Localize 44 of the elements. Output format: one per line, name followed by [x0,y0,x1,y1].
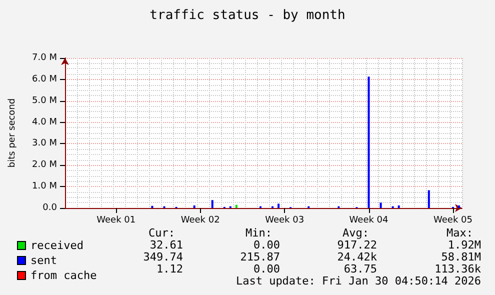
text: 24.42k [337,250,378,264]
text: Max: [446,226,473,240]
text: 0.00 [254,238,280,252]
x-tick-label: Week 02 [180,216,220,226]
text: 1.92M [448,238,482,252]
bar [428,190,430,208]
y-tick-label: 5.0 M [32,96,57,106]
bar [235,204,238,208]
chart-title: traffic status - by month [150,8,346,23]
bar [380,202,382,208]
text: Avg: [342,226,369,240]
text: 349.74 [143,250,184,264]
x-tick-label: Week 03 [265,216,304,226]
x-tick-label: Week 05 [433,216,472,226]
y-tick-label: 2.0 M [32,160,57,170]
text: Cur: [148,226,175,240]
bar [211,200,214,208]
text: 917.22 [337,238,377,252]
text: 58.81M [441,250,482,264]
text: Min: [246,226,272,240]
y-tick-label: 0.0 [42,203,58,213]
text: 32.61 [150,238,183,252]
y-tick-label: 1.0 M [32,182,57,192]
text: 215.87 [240,250,280,264]
y-tick-label: 7.0 M [32,53,57,63]
legend-label: received [30,239,84,252]
bar [193,205,196,208]
bar [368,76,370,208]
text: 0.00 [254,262,280,276]
text: 1.12 [156,262,183,276]
text: 113.36k [434,262,482,276]
bar [278,204,280,208]
y-axis-title: bits per second [8,98,18,168]
text: Last update: Fri Jan 30 04:50:14 2026 [236,274,481,288]
x-tick-label: Week 04 [349,216,389,226]
x-tick-label: Week 01 [96,216,136,226]
y-tick-label: 3.0 M [32,138,57,149]
y-tick-label: 4.0 M [32,117,57,128]
legend-label: from cache [30,269,97,282]
bar [398,205,400,208]
legend-label: sent [30,254,57,267]
y-tick-label: 6.0 M [32,74,57,84]
text: 63.75 [344,262,377,276]
bar [458,205,460,208]
